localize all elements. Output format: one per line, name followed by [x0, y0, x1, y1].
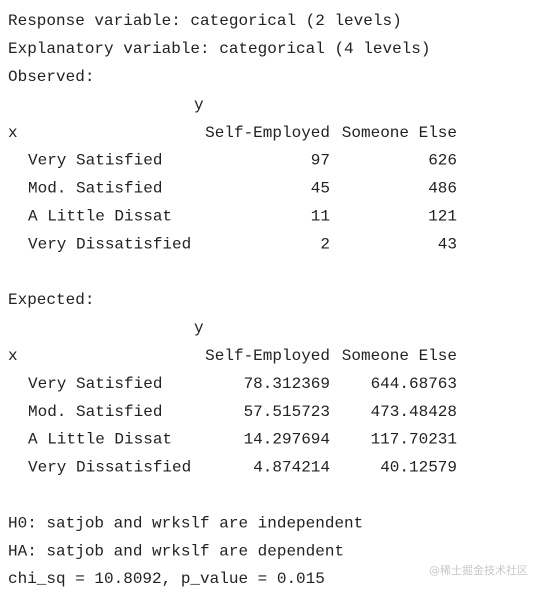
cell-value: 626 — [428, 152, 457, 170]
conclusion-line: chi_sq = 10.8092, p_value = 0.015 — [8, 570, 325, 588]
cell-value: 11 — [311, 208, 330, 226]
row-label: Very Satisfied — [28, 375, 162, 393]
cell-value: 473.48428 — [371, 403, 457, 421]
row-variable: x — [8, 347, 18, 365]
cell-value: 97 — [311, 152, 330, 170]
cell-value: 121 — [428, 208, 457, 226]
cell-value: 2 — [320, 235, 330, 253]
intro-line: Explanatory variable: categorical (4 lev… — [8, 40, 430, 58]
row-label: Mod. Satisfied — [28, 180, 162, 198]
cell-value: 57.515723 — [244, 403, 330, 421]
row-variable: x — [8, 124, 18, 142]
column-header: Someone Else — [342, 124, 457, 142]
cell-value: 45 — [311, 180, 330, 198]
cell-value: 78.312369 — [244, 375, 330, 393]
cell-value: 4.874214 — [253, 459, 330, 477]
cell-value: 486 — [428, 180, 457, 198]
column-variable: y — [194, 96, 204, 114]
column-header: Someone Else — [342, 347, 457, 365]
column-header: Self-Employed — [205, 124, 330, 142]
cell-value: 644.68763 — [371, 375, 457, 393]
cell-value: 14.297694 — [244, 431, 330, 449]
row-label: A Little Dissat — [28, 208, 172, 226]
row-label: A Little Dissat — [28, 431, 172, 449]
column-header: Self-Employed — [205, 347, 330, 365]
watermark: @稀土掘金技术社区 — [429, 563, 528, 577]
section-title: Expected: — [8, 291, 94, 309]
cell-value: 43 — [438, 235, 457, 253]
conclusion-line: H0: satjob and wrkslf are independent — [8, 514, 363, 532]
row-label: Very Satisfied — [28, 152, 162, 170]
cell-value: 40.12579 — [380, 459, 457, 477]
row-label: Mod. Satisfied — [28, 403, 162, 421]
row-label: Very Dissatisfied — [28, 235, 191, 253]
cell-value: 117.70231 — [371, 431, 457, 449]
intro-line: Response variable: categorical (2 levels… — [8, 12, 402, 30]
row-label: Very Dissatisfied — [28, 459, 191, 477]
conclusion-line: HA: satjob and wrkslf are dependent — [8, 542, 344, 560]
column-variable: y — [194, 319, 204, 337]
section-title: Observed: — [8, 68, 94, 86]
